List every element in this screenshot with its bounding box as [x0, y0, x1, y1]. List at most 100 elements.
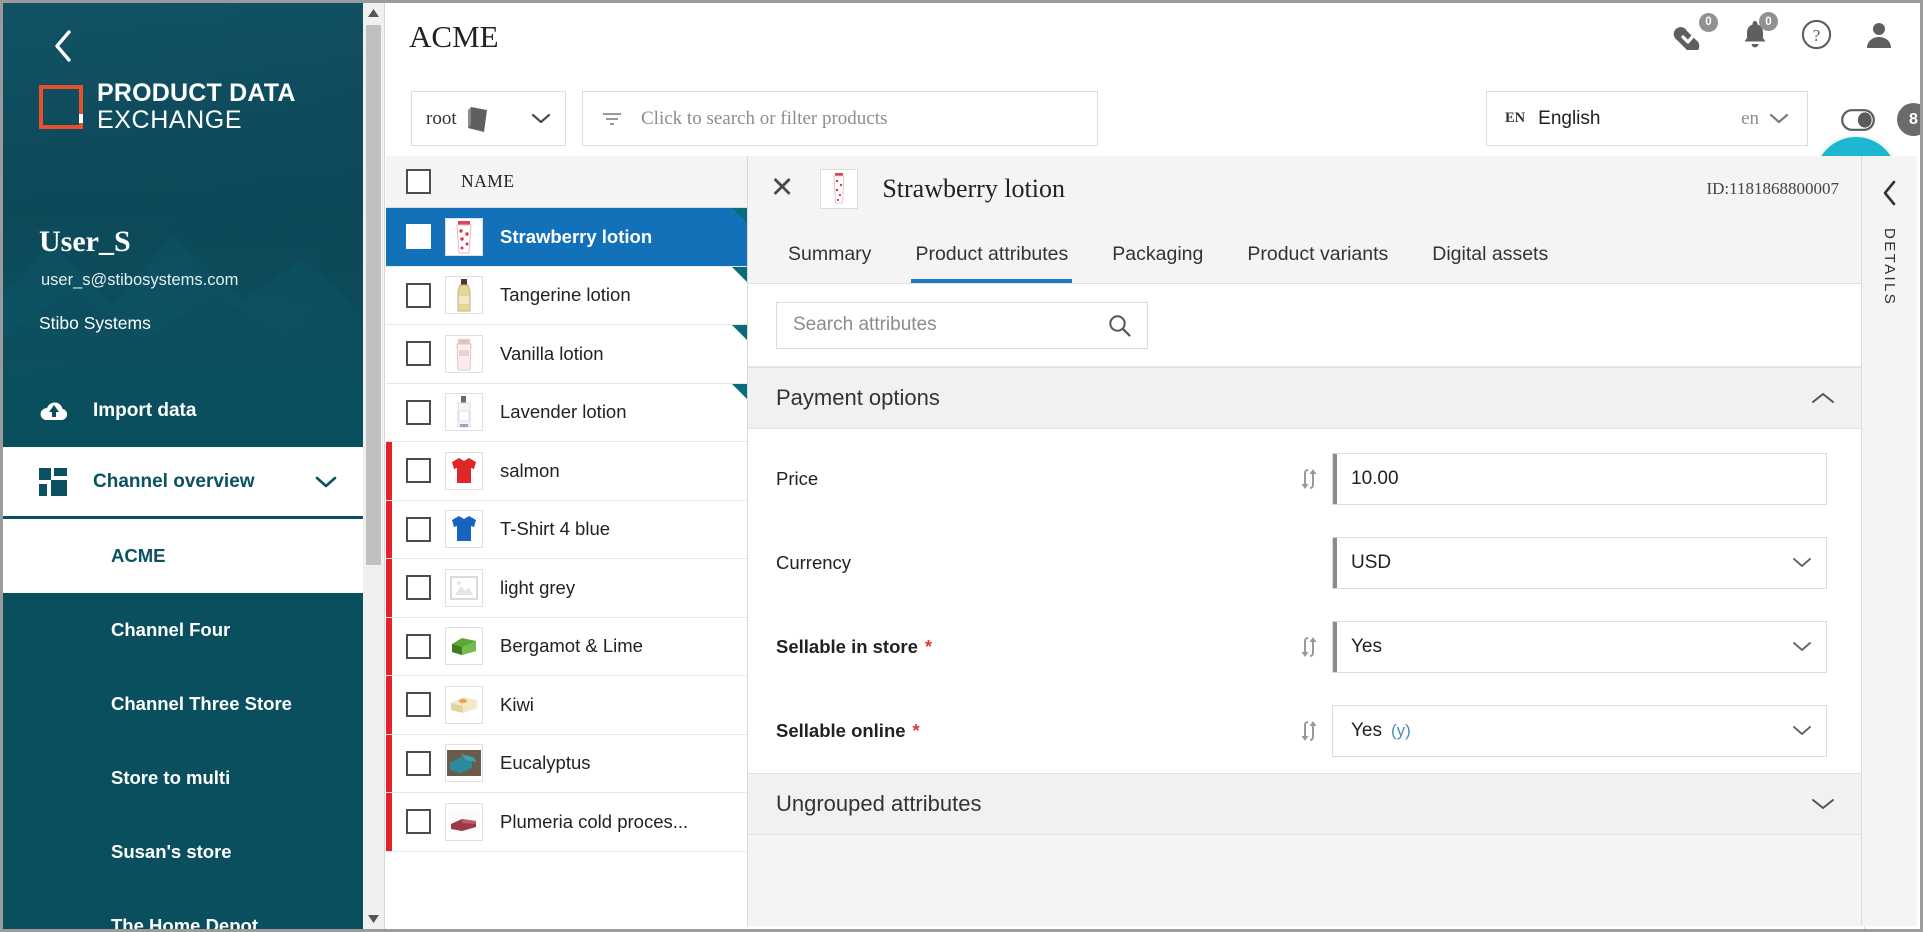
selection-count-badge: 8: [1897, 103, 1920, 136]
price-input[interactable]: 10.00: [1332, 453, 1827, 505]
sidebar-channel-channel-four[interactable]: Channel Four: [3, 593, 363, 667]
user-account-icon: [1867, 22, 1891, 48]
sidebar-scrollbar[interactable]: [363, 3, 385, 929]
row-checkbox[interactable]: [406, 633, 431, 659]
inherit-swap-icon[interactable]: [1286, 635, 1332, 659]
scroll-down-button[interactable]: [363, 909, 384, 929]
sidebar-channel-channel-three-store[interactable]: Channel Three Store: [3, 667, 363, 741]
select-all-checkbox[interactable]: [406, 169, 431, 194]
tab-packaging[interactable]: Packaging: [1112, 243, 1204, 265]
field-currency: Currency USD: [748, 521, 1861, 605]
group-title: Payment options: [776, 385, 940, 410]
field-price: Price 10.00: [748, 437, 1861, 521]
currency-select[interactable]: USD: [1332, 537, 1827, 589]
row-corner-marker: [732, 325, 747, 340]
product-name: Lavender lotion: [500, 401, 627, 423]
table-row[interactable]: Vanilla lotion: [386, 325, 747, 384]
sidebar-channel-susans-store[interactable]: Susan's store: [3, 815, 363, 889]
field-label: Price: [776, 468, 819, 489]
table-row[interactable]: Bergamot & Lime: [386, 617, 747, 676]
inherit-swap-icon[interactable]: [1286, 719, 1332, 743]
logo-line-1: PRODUCT DATA: [97, 79, 296, 107]
table-row[interactable]: Plumeria cold proces...: [386, 793, 747, 852]
table-row[interactable]: Lavender lotion: [386, 383, 747, 442]
table-row[interactable]: light grey: [386, 559, 747, 618]
product-thumbnail: [445, 627, 483, 666]
row-checkbox[interactable]: [406, 575, 431, 601]
tab-product-variants[interactable]: Product variants: [1247, 243, 1389, 265]
inherit-swap-icon[interactable]: [1286, 467, 1332, 491]
row-checkbox[interactable]: [406, 516, 431, 542]
table-row[interactable]: Kiwi: [386, 676, 747, 735]
field-inherit-marker: [1333, 454, 1337, 504]
table-row[interactable]: T-Shirt 4 blue: [386, 500, 747, 559]
tab-summary[interactable]: Summary: [788, 243, 872, 265]
sidebar-channel-store-to-multi[interactable]: Store to multi: [3, 741, 363, 815]
help-button[interactable]: ?: [1801, 19, 1832, 50]
tab-product-attributes[interactable]: Product attributes: [893, 243, 1090, 283]
sidebar-back-button[interactable]: [45, 25, 81, 67]
chevron-down-icon[interactable]: [315, 475, 337, 489]
attribute-group-payment-options[interactable]: Payment options: [748, 367, 1861, 429]
row-checkbox[interactable]: [406, 692, 431, 718]
language-selector[interactable]: EN English en: [1486, 91, 1808, 146]
field-label: Currency: [776, 552, 852, 573]
user-account-button[interactable]: [1864, 20, 1894, 50]
sellable-in-store-select[interactable]: Yes: [1332, 621, 1827, 673]
soap-teal-icon: [447, 750, 481, 777]
row-status-flag: [386, 559, 392, 617]
row-checkbox[interactable]: [406, 809, 431, 835]
row-checkbox[interactable]: [406, 282, 431, 308]
sidebar-channel-label: ACME: [111, 545, 166, 566]
chevron-left-icon[interactable]: [1882, 180, 1898, 206]
scrollbar-thumb[interactable]: [366, 25, 381, 565]
attribute-group-ungrouped-attributes[interactable]: Ungrouped attributes: [748, 773, 1861, 835]
sellable-online-select[interactable]: Yes (y): [1332, 705, 1827, 757]
field-value: USD: [1351, 552, 1392, 573]
sidebar-channel-the-home-depot[interactable]: The Home Depot: [3, 889, 363, 929]
tasks-check-button[interactable]: 0: [1673, 12, 1718, 50]
row-status-flag: [386, 617, 392, 675]
chevron-down-icon[interactable]: [1811, 797, 1835, 811]
soap-cream-icon: [451, 696, 477, 713]
table-row[interactable]: Strawberry lotion: [386, 208, 747, 267]
top-header-bar: ACME 0 0 ?: [386, 3, 1920, 81]
table-row[interactable]: Eucalyptus: [386, 734, 747, 793]
attribute-search-row: Search attributes: [748, 284, 1861, 367]
detail-title: Strawberry lotion: [882, 173, 1065, 203]
row-corner-marker: [732, 208, 747, 223]
product-thumbnail: [445, 276, 483, 315]
close-detail-button[interactable]: ✕: [770, 172, 795, 204]
sidebar-item-channel-overview[interactable]: Channel overview: [3, 447, 363, 519]
notifications-button[interactable]: 0: [1741, 12, 1778, 50]
toggle-switch-button[interactable]: [1841, 108, 1875, 131]
root-scope-selector[interactable]: root: [411, 91, 566, 146]
language-name: English: [1538, 107, 1601, 129]
row-checkbox[interactable]: [406, 458, 431, 484]
soap-green-icon: [452, 638, 476, 656]
row-checkbox[interactable]: [406, 750, 431, 776]
row-status-flag: [386, 734, 392, 792]
chevron-up-icon[interactable]: [1811, 391, 1835, 405]
product-name: Bergamot & Lime: [500, 635, 643, 657]
product-name: Eucalyptus: [500, 752, 591, 774]
field-value: Yes: [1351, 636, 1382, 657]
product-search-input[interactable]: Click to search or filter products: [582, 91, 1098, 146]
table-row[interactable]: Tangerine lotion: [386, 266, 747, 325]
chevron-down-icon: [1792, 557, 1812, 569]
sidebar-channel-label: Channel Three Store: [111, 693, 292, 714]
sidebar-channel-acme[interactable]: ACME: [3, 519, 363, 593]
tab-digital-assets[interactable]: Digital assets: [1432, 243, 1549, 265]
row-checkbox[interactable]: [406, 341, 431, 367]
row-checkbox[interactable]: [406, 224, 431, 250]
row-checkbox[interactable]: [406, 399, 431, 425]
language-tag: EN: [1505, 110, 1526, 126]
sidebar-item-import-data[interactable]: Import data: [3, 375, 363, 447]
table-row[interactable]: salmon: [386, 442, 747, 501]
scroll-up-button[interactable]: [363, 3, 384, 23]
toggle-switch-icon: [1841, 108, 1875, 131]
product-thumbnail: [445, 510, 483, 549]
attribute-search-input[interactable]: Search attributes: [776, 301, 1148, 349]
tshirt-red-icon: [452, 457, 476, 483]
details-rail[interactable]: DETAILS: [1861, 156, 1917, 926]
